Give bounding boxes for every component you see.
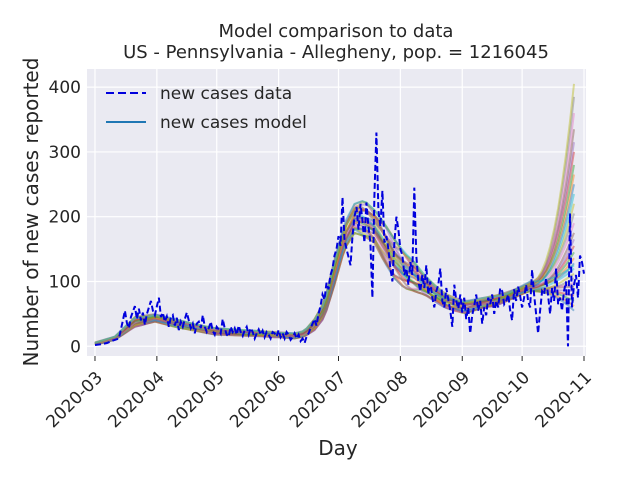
model-lines [94, 83, 575, 346]
model-run-line [94, 129, 575, 345]
y-tick-label: 0 [70, 337, 81, 357]
model-run-line [94, 193, 575, 344]
chart-title-line2: US - Pennsylvania - Allegheny, pop. = 12… [123, 42, 549, 63]
model-run-line [94, 227, 575, 345]
model-run-line [94, 83, 575, 344]
plot-area [87, 69, 586, 356]
x-ticks: 2020-032020-042020-052020-062020-072020-… [43, 356, 596, 432]
x-tick-label: 2020-11 [532, 368, 596, 432]
model-run-line [94, 164, 575, 345]
x-tick-label: 2020-04 [104, 368, 168, 432]
x-tick-label: 2020-03 [43, 368, 107, 432]
x-tick-label: 2020-06 [226, 368, 290, 432]
x-tick-label: 2020-10 [470, 368, 534, 432]
legend-label-model: new cases model [160, 113, 307, 133]
legend-label-data: new cases data [160, 84, 292, 104]
chart-title-line1: Model comparison to data [219, 21, 454, 42]
y-tick-label: 300 [49, 143, 81, 163]
data-series-line [94, 132, 585, 347]
grid [87, 69, 586, 356]
x-tick-label: 2020-05 [164, 368, 228, 432]
legend: new cases data new cases model [106, 84, 307, 133]
x-tick-label: 2020-09 [410, 368, 474, 432]
y-tick-label: 200 [49, 208, 81, 228]
y-tick-label: 100 [49, 272, 81, 292]
x-axis-label: Day [318, 436, 358, 460]
y-tick-label: 400 [49, 78, 81, 98]
y-ticks: 0 100 200 300 400 [49, 78, 81, 357]
model-run-line [94, 96, 575, 344]
data-line [94, 132, 585, 347]
y-axis-label: Number of new cases reported [19, 58, 43, 367]
x-tick-label: 2020-07 [286, 368, 350, 432]
model-run-line [94, 112, 575, 344]
x-tick-label: 2020-08 [348, 368, 412, 432]
